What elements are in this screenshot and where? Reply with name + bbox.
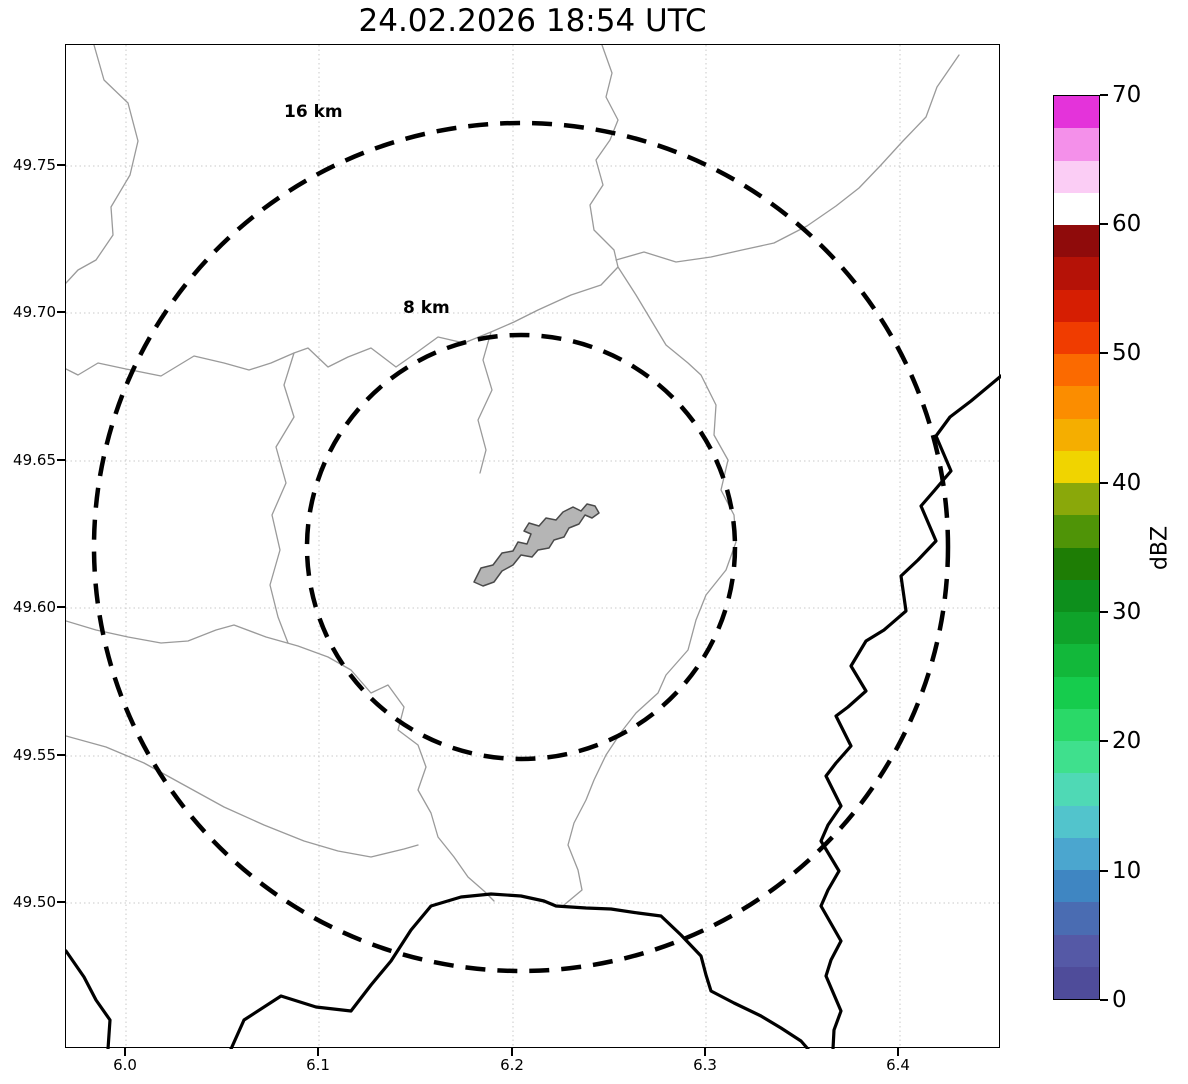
colorbar-segment	[1054, 515, 1099, 548]
y-axis-tick	[57, 311, 65, 313]
page-title: 24.02.2026 18:54 UTC	[358, 3, 707, 39]
colorbar-tick-label: 40	[1112, 470, 1142, 496]
y-axis-tick-label: 49.75	[13, 156, 56, 174]
colorbar-segment	[1054, 321, 1099, 354]
range-ring-inner	[304, 332, 738, 762]
colorbar-segment	[1054, 773, 1099, 806]
colorbar-tick	[1100, 611, 1108, 613]
colorbar-segment	[1054, 96, 1099, 129]
colorbar-segment	[1054, 483, 1099, 516]
colorbar-tick-label: 30	[1112, 599, 1142, 625]
colorbar-segment	[1054, 289, 1099, 322]
range-label-8km: 8 km	[403, 298, 450, 318]
colorbar-segment	[1054, 160, 1099, 193]
y-axis-tick-label: 49.50	[13, 893, 56, 911]
country-border-line	[66, 949, 112, 1049]
y-axis-tick	[57, 606, 65, 608]
colorbar-tick	[1100, 870, 1108, 872]
colorbar-segment	[1054, 547, 1099, 580]
boundary-line	[66, 620, 495, 902]
y-axis-tick-label: 49.65	[13, 451, 56, 469]
colorbar-gradient	[1053, 95, 1100, 1000]
colorbar-segment	[1054, 418, 1099, 451]
colorbar-tick	[1100, 352, 1108, 354]
y-axis-tick	[57, 164, 65, 166]
colorbar-segment	[1054, 805, 1099, 838]
colorbar-tick	[1100, 94, 1108, 96]
colorbar-tick	[1100, 740, 1108, 742]
colorbar-segment	[1054, 902, 1099, 935]
range-label-16km: 16 km	[284, 102, 343, 122]
boundary-line	[563, 266, 737, 906]
colorbar-segment	[1054, 192, 1099, 225]
colorbar-tick-label: 70	[1112, 82, 1142, 108]
colorbar-segment	[1054, 934, 1099, 967]
x-axis-tick	[124, 1048, 126, 1056]
colorbar-axis-label: dBZ	[1147, 525, 1173, 571]
x-axis-tick	[704, 1048, 706, 1056]
colorbar-segment	[1054, 257, 1099, 290]
colorbar-segment	[1054, 708, 1099, 741]
colorbar-segment	[1054, 676, 1099, 709]
x-axis-tick	[511, 1048, 513, 1056]
colorbar-tick-label: 10	[1112, 858, 1142, 884]
colorbar-segment	[1054, 966, 1099, 999]
colorbar-segment	[1054, 870, 1099, 903]
country-border-line	[229, 892, 810, 1049]
colorbar-segment	[1054, 644, 1099, 677]
x-axis-tick-label: 6.2	[500, 1056, 524, 1074]
x-axis-tick-label: 6.4	[886, 1056, 910, 1074]
colorbar-tick-label: 0	[1112, 987, 1127, 1013]
boundary-line	[615, 54, 960, 263]
boundary-line	[269, 352, 295, 644]
y-axis-tick-label: 49.55	[13, 746, 56, 764]
y-axis-tick-label: 49.70	[13, 303, 56, 321]
x-axis-tick-label: 6.3	[693, 1056, 717, 1074]
x-axis-tick	[317, 1048, 319, 1056]
colorbar-segment	[1054, 612, 1099, 645]
colorbar-tick	[1100, 223, 1108, 225]
colorbar-tick	[1100, 999, 1108, 1001]
x-axis-tick	[897, 1048, 899, 1056]
colorbar-tick-label: 60	[1112, 211, 1142, 237]
map-plot: 16 km 8 km	[65, 44, 1001, 1049]
colorbar-segment	[1054, 837, 1099, 870]
x-axis-tick-label: 6.1	[306, 1056, 330, 1074]
colorbar-segment	[1054, 450, 1099, 483]
colorbar-tick-label: 50	[1112, 340, 1142, 366]
x-axis-tick-label: 6.0	[113, 1056, 137, 1074]
colorbar-segment	[1054, 225, 1099, 258]
y-axis-tick	[57, 459, 65, 461]
country-border-line	[819, 374, 1001, 1049]
colorbar-segment	[1054, 386, 1099, 419]
range-ring-outer	[91, 120, 951, 974]
colorbar-segment	[1054, 128, 1099, 161]
y-axis-tick	[57, 754, 65, 756]
y-axis-tick	[57, 901, 65, 903]
colorbar-segment	[1054, 741, 1099, 774]
colorbar-tick-label: 20	[1112, 728, 1142, 754]
city-polygon	[473, 503, 600, 587]
colorbar-tick	[1100, 482, 1108, 484]
boundary-line	[66, 45, 619, 377]
map-canvas	[66, 45, 1001, 1049]
boundary-line	[66, 735, 419, 858]
colorbar-segment	[1054, 579, 1099, 612]
y-axis-tick-label: 49.60	[13, 598, 56, 616]
boundary-line	[66, 45, 139, 284]
boundary-line	[477, 331, 493, 474]
colorbar-segment	[1054, 354, 1099, 387]
